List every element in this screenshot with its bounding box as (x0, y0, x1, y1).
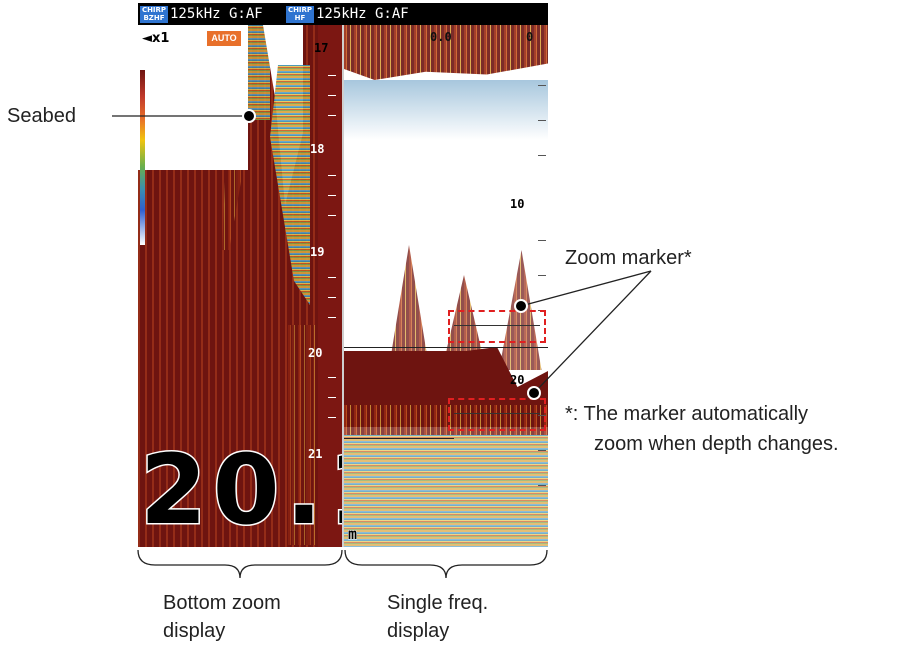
single-freq-display[interactable]: 0.0 0 10 20 m (344, 25, 548, 547)
zoom-leader-line (533, 270, 652, 394)
chip-top-text: CHIRP (287, 6, 313, 14)
scale-tick (538, 450, 546, 451)
zoom-marker-line (454, 413, 540, 414)
zoom-marker-lower[interactable] (448, 398, 546, 431)
chip-top-text: CHIRP (141, 6, 167, 14)
chirp-hf-chip[interactable]: CHIRP HF (286, 6, 314, 23)
scale-tick (538, 275, 546, 276)
scale-tick (538, 155, 546, 156)
zoom-indicator[interactable]: ◄x1 (142, 31, 170, 46)
range-start-right-value: 0 (526, 30, 534, 44)
range-start-value: 0.0 (430, 30, 452, 44)
scale-tick (328, 297, 336, 298)
auto-badge[interactable]: AUTO (207, 31, 241, 46)
scale-tick (538, 485, 546, 486)
scale-label: 17 (314, 41, 329, 55)
echo-streak (248, 25, 270, 120)
zoom-leader-line (520, 270, 652, 307)
display-divider[interactable] (342, 25, 344, 547)
depth-line (344, 347, 548, 348)
sub-bottom-speckle (344, 435, 548, 547)
bottom-zoom-label-1: Bottom zoom (163, 592, 281, 614)
footnote-line-1: *: The marker automatically (565, 403, 809, 425)
zoom-marker-label: Zoom marker* (565, 247, 692, 269)
single-freq-label-1: Single freq. (387, 592, 489, 614)
scale-tick (328, 95, 336, 96)
zoom-marker-line (454, 325, 540, 326)
depth-readout: 20.1 (139, 434, 344, 547)
bottom-zoom-display[interactable]: ◄x1 AUTO 17 18 19 20 21 20.1 (138, 25, 343, 547)
scale-label: 19 (310, 245, 325, 259)
scale-tick (538, 85, 546, 86)
scale-tick (328, 115, 336, 116)
echo-streak (288, 325, 323, 545)
scale-tick (328, 215, 336, 216)
scale-tick (328, 377, 336, 378)
footnote-line-2: zoom when depth changes. (594, 433, 839, 455)
zoom-pointer-dot (514, 299, 528, 313)
scale-tick (538, 415, 546, 416)
scale-label: 20 (510, 373, 525, 387)
chip-bottom-text: BZHF (143, 14, 165, 22)
water-area (138, 25, 248, 170)
scale-tick (328, 175, 336, 176)
unit-label: m (347, 525, 358, 544)
scale-label: 21 (308, 447, 323, 461)
scale-tick (538, 120, 546, 121)
scale-label: 20 (308, 346, 323, 360)
scale-tick (328, 195, 336, 196)
single-freq-label-2: display (387, 620, 450, 642)
seabed-label: Seabed (7, 105, 76, 127)
chip-bottom-text: HF (294, 14, 306, 22)
scale-label: 18 (310, 142, 325, 156)
scale-tick (328, 75, 336, 76)
seabed-pointer-dot (242, 109, 256, 123)
scale-tick (328, 417, 336, 418)
zoom-pointer-dot (527, 386, 541, 400)
left-brace (137, 549, 343, 579)
scale-tick (538, 240, 546, 241)
status-bar: CHIRP BZHF 125kHz G:AF CHIRP HF 125kHz G… (138, 3, 548, 25)
right-frequency-gain-text: 125kHz G:AF (316, 6, 409, 22)
scale-tick (328, 277, 336, 278)
chirp-bzhf-chip[interactable]: CHIRP BZHF (140, 6, 168, 23)
scale-label: 10 (510, 197, 525, 211)
left-frequency-gain-text: 125kHz G:AF (170, 6, 263, 22)
depth-line (344, 438, 454, 439)
bottom-zoom-label-2: display (163, 620, 226, 642)
scale-band (318, 25, 343, 547)
right-brace (344, 549, 548, 579)
color-scale-bar (140, 70, 145, 245)
speckle-zone (344, 80, 548, 140)
scale-tick (328, 397, 336, 398)
scale-tick (328, 317, 336, 318)
zoom-marker-upper[interactable] (448, 310, 546, 343)
